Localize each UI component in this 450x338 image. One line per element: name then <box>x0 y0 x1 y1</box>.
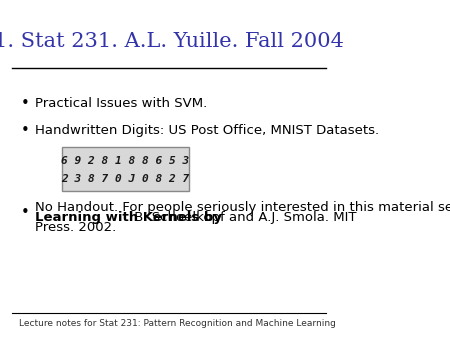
Text: 2 3 8 7 0 J 0 8 2 7: 2 3 8 7 0 J 0 8 2 7 <box>62 174 190 184</box>
Text: 6 9 2 8 1 8 8 6 5 3: 6 9 2 8 1 8 8 6 5 3 <box>62 156 190 166</box>
Text: Practical Issues with SVM.: Practical Issues with SVM. <box>36 97 207 110</box>
Text: Press. 2002.: Press. 2002. <box>36 221 117 234</box>
Text: Lecture notes for Stat 231: Pattern Recognition and Machine Learning: Lecture notes for Stat 231: Pattern Reco… <box>18 319 336 328</box>
Text: 1. Stat 231. A.L. Yuille. Fall 2004: 1. Stat 231. A.L. Yuille. Fall 2004 <box>0 32 344 51</box>
Text: Learning with Kernels by: Learning with Kernels by <box>36 211 222 224</box>
Text: •: • <box>21 205 30 220</box>
Text: Handwritten Digits: US Post Office, MNIST Datasets.: Handwritten Digits: US Post Office, MNIS… <box>36 124 379 137</box>
Text: No Handout. For people seriously interested in this material see: No Handout. For people seriously interes… <box>36 201 450 214</box>
Text: •: • <box>21 123 30 138</box>
Text: B. Schoelkopf and A.J. Smola. MIT: B. Schoelkopf and A.J. Smola. MIT <box>130 211 356 224</box>
FancyBboxPatch shape <box>62 147 189 191</box>
Text: •: • <box>21 96 30 111</box>
